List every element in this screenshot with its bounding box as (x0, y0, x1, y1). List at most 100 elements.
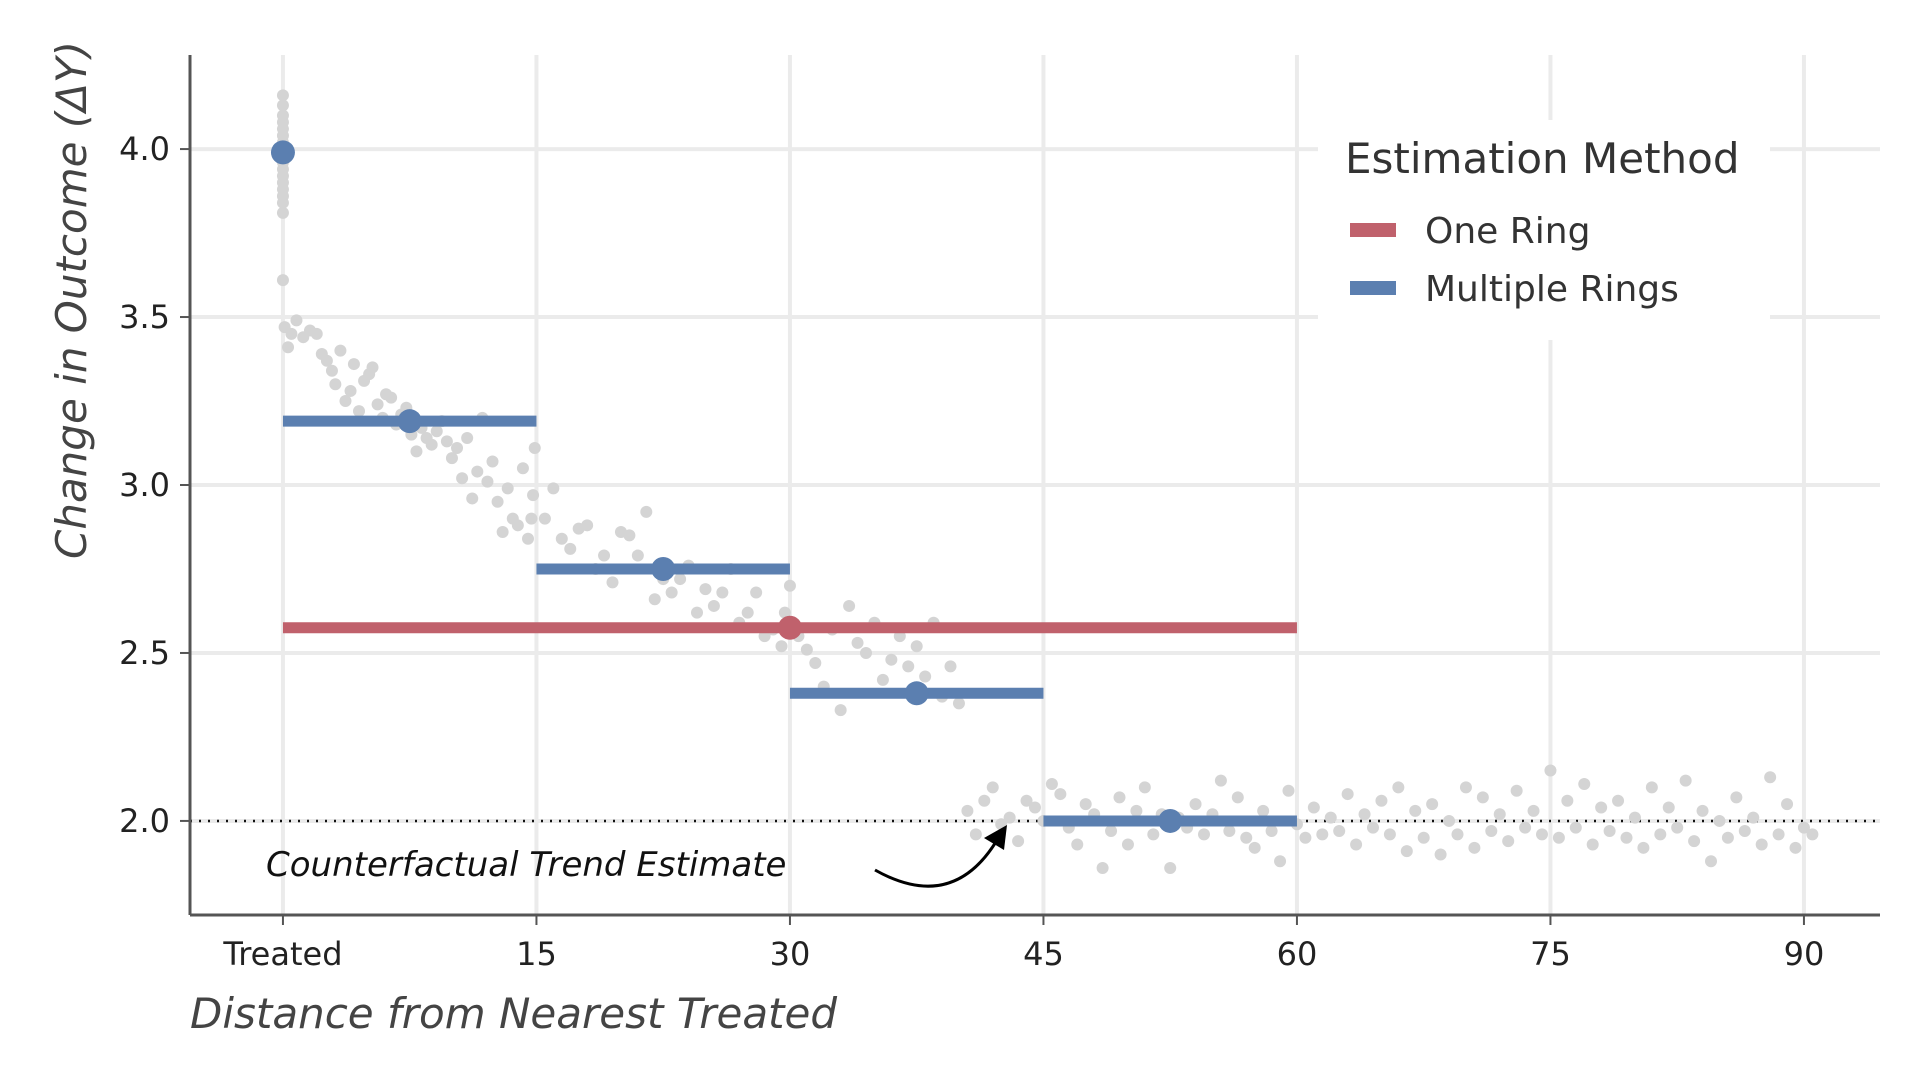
scatter-point (631, 549, 644, 562)
scatter-point (385, 391, 398, 404)
scatter-point (1688, 835, 1701, 848)
scatter-point (1417, 831, 1430, 844)
scatter-point (783, 579, 796, 592)
scatter-point (344, 384, 357, 397)
annotation-text: Counterfactual Trend Estimate (266, 845, 786, 885)
scatter-point (1189, 798, 1202, 811)
scatter-point (491, 495, 504, 508)
scatter-point (1164, 861, 1177, 874)
scatter-point (800, 643, 813, 656)
scatter-point (1341, 788, 1354, 801)
scatter-point (1578, 777, 1591, 790)
scatter-point (564, 542, 577, 555)
legend-swatch-multiple-rings (1350, 281, 1396, 295)
estimate-point (777, 615, 802, 640)
scatter-point (456, 472, 469, 485)
scatter-point (1282, 784, 1295, 797)
scatter-point (1696, 804, 1709, 817)
scatter-point (598, 549, 611, 562)
scatter-point (1121, 838, 1134, 851)
scatter-point (1248, 841, 1261, 854)
scatter-point (525, 512, 538, 525)
scatter-point (809, 657, 822, 670)
x-tick-label: 45 (1023, 935, 1064, 973)
scatter-point (1113, 791, 1126, 804)
x-tick-label: 60 (1277, 935, 1318, 973)
scatter-point (1426, 798, 1439, 811)
scatter-point (1105, 825, 1118, 838)
scatter-point (902, 660, 915, 673)
scatter-point (410, 445, 423, 458)
scatter-point (1671, 821, 1684, 834)
legend-label-multiple-rings: Multiple Rings (1425, 269, 1679, 310)
scatter-point (511, 519, 524, 532)
scatter-point (1451, 828, 1464, 841)
scatter-point (716, 586, 729, 599)
tick-labels: Treated 15 30 45 60 75 90 2.0 2.5 3.0 3.5 4.0 (119, 130, 1824, 973)
scatter-points (276, 89, 1819, 874)
scatter-point (1274, 855, 1287, 868)
scatter-point (282, 341, 295, 354)
scatter-point (1502, 835, 1515, 848)
scatter-point (1569, 821, 1582, 834)
scatter-point (944, 660, 957, 673)
scatter-point (1603, 825, 1616, 838)
scatter-point (674, 573, 687, 586)
scatter-point (320, 354, 333, 367)
y-tick-label: 3.0 (119, 466, 170, 504)
scatter-point (910, 640, 923, 653)
scatter-point (834, 704, 847, 717)
scatter-point (276, 89, 289, 102)
scatter-point (1231, 791, 1244, 804)
scatter-point (1400, 845, 1413, 858)
scatter-point (353, 405, 365, 418)
scatter-point (1316, 828, 1329, 841)
scatter-point (1054, 788, 1067, 801)
scatter-point (1045, 777, 1058, 790)
scatter-point (1198, 828, 1210, 841)
scatter-point (1476, 791, 1489, 804)
scatter-point (699, 583, 712, 596)
scatter-point (1747, 811, 1760, 824)
scatter-point (1527, 804, 1540, 817)
scatter-point (1764, 771, 1777, 784)
scatter-point (1434, 848, 1447, 861)
scatter-point (707, 599, 720, 612)
scatter-point (471, 465, 484, 478)
scatter-point (851, 636, 864, 649)
scatter-point (527, 489, 540, 502)
scatter-point (440, 435, 453, 448)
scatter-point (952, 697, 965, 710)
scatter-point (986, 781, 999, 794)
annotation-arrow (874, 834, 1002, 888)
scatter-point (1029, 801, 1041, 814)
scatter-point (1147, 828, 1160, 841)
annotation-arrowhead-icon (984, 825, 1007, 850)
legend-title: Estimation Method (1345, 134, 1740, 183)
scatter-point (1485, 825, 1498, 838)
scatter-point (276, 206, 289, 219)
x-tick-label: Treated (222, 935, 342, 973)
scatter-point (1307, 801, 1320, 814)
x-tick-label: 15 (516, 935, 557, 973)
scatter-point (623, 529, 636, 542)
y-tick-label: 2.0 (119, 802, 170, 840)
scatter-point (1493, 808, 1506, 821)
scatter-point (1781, 798, 1794, 811)
scatter-point (276, 99, 289, 112)
scatter-point (1223, 825, 1236, 838)
scatter-point (691, 606, 703, 619)
scatter-point (860, 646, 872, 659)
scatter-point (1257, 804, 1270, 817)
y-tick-label: 3.5 (119, 298, 170, 336)
scatter-point (1003, 811, 1016, 824)
scatter-point (1358, 808, 1371, 821)
y-tick-label: 4.0 (119, 130, 170, 168)
scatter-point (1705, 855, 1717, 868)
scatter-point (1299, 831, 1312, 844)
scatter-point (1806, 828, 1819, 841)
scatter-point (843, 599, 856, 612)
scatter-point (329, 378, 342, 391)
scatter-point (285, 327, 298, 340)
scatter-point (876, 673, 889, 686)
